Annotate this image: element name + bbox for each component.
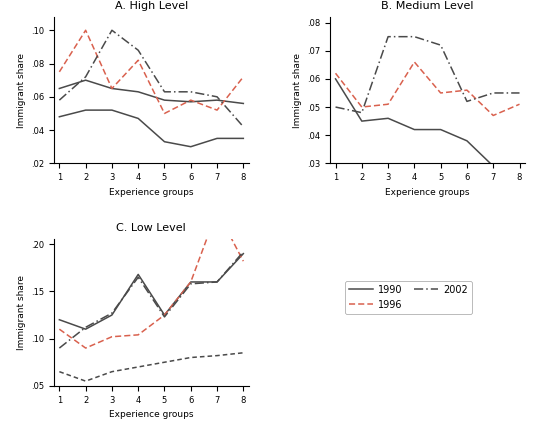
Y-axis label: Immigrant share: Immigrant share [293,53,302,128]
Legend: 1990, 1996, 2002: 1990, 1996, 2002 [345,281,472,314]
Y-axis label: Immigrant share: Immigrant share [17,53,25,128]
Title: C. Low Level: C. Low Level [116,223,186,233]
X-axis label: Experience groups: Experience groups [109,187,194,197]
X-axis label: Experience groups: Experience groups [109,410,194,419]
X-axis label: Experience groups: Experience groups [385,187,470,197]
Y-axis label: Immigrant share: Immigrant share [17,275,25,350]
Title: B. Medium Level: B. Medium Level [381,0,474,11]
Title: A. High Level: A. High Level [115,0,188,11]
